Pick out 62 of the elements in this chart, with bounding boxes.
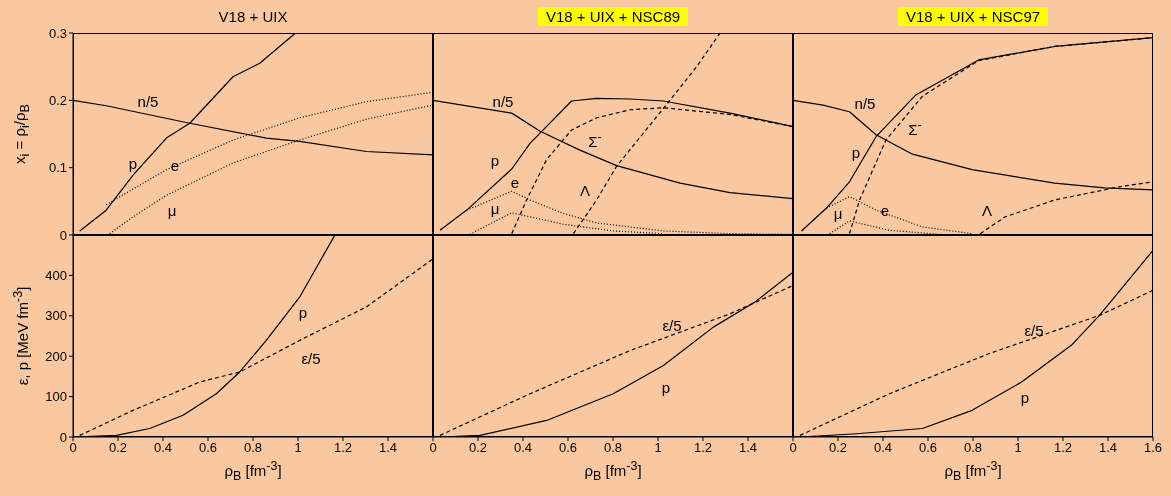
- series-label: p: [490, 151, 500, 169]
- y-tick-label: 200: [45, 348, 67, 364]
- series-label: p: [851, 143, 861, 161]
- y-tick-label: 0.1: [48, 160, 67, 176]
- x-tick-label: 1.4: [1098, 440, 1118, 456]
- series-label: Λ: [579, 181, 591, 199]
- y-tick-label: 0: [59, 429, 67, 445]
- series-label: ε/5: [1024, 321, 1044, 339]
- series-label: n/5: [137, 92, 159, 110]
- x-tick-label: 1.4: [738, 440, 758, 456]
- x-tick-label: 0.4: [513, 440, 533, 456]
- y-tick-label: 400: [45, 268, 67, 284]
- series-label: μ: [833, 204, 843, 222]
- x-tick-label: 0.6: [558, 440, 578, 456]
- x-tick-label: 0.2: [828, 440, 848, 456]
- x-axis-title: ρ$_{B}$ [fm$^{-3}$]: [223, 459, 283, 483]
- x-tick-label: 1.6: [1143, 440, 1163, 456]
- y-tick-label: 300: [45, 308, 67, 324]
- series-label: e: [170, 156, 180, 174]
- x-tick-label: 0.2: [108, 440, 128, 456]
- y-tick-label: 0.2: [48, 92, 67, 108]
- series-label: ε/5: [301, 349, 321, 367]
- series-label: p: [298, 303, 308, 321]
- x-tick-label: 1.4: [378, 440, 398, 456]
- x-tick-label: 0: [69, 440, 77, 456]
- y-tick-label: 100: [45, 389, 67, 405]
- chart-title: V18 + UIX: [217, 7, 289, 26]
- series-label: μ: [167, 201, 177, 219]
- x-tick-label: 0.6: [918, 440, 938, 456]
- series-label: Σ$^{-}$: [908, 118, 922, 138]
- x-axis-title: ρ$_{B}$ [fm$^{-3}$]: [583, 459, 643, 483]
- series-label: n/5: [492, 92, 514, 110]
- x-tick-label: 0.4: [153, 440, 173, 456]
- series-label: e: [510, 173, 520, 191]
- x-tick-label: 0.8: [603, 440, 623, 456]
- x-tick-label: 0.8: [243, 440, 263, 456]
- x-tick-label: 1: [1014, 440, 1022, 456]
- x-tick-label: 1: [654, 440, 662, 456]
- x-tick-label: 0.4: [873, 440, 893, 456]
- chart-title: V18 + UIX + NSC97: [897, 7, 1049, 26]
- chart-title: V18 + UIX + NSC89: [537, 7, 689, 26]
- x-tick-label: 0.2: [468, 440, 488, 456]
- x-tick-label: 0: [789, 440, 797, 456]
- x-tick-label: 0: [429, 440, 437, 456]
- x-tick-label: 1.2: [333, 440, 353, 456]
- y-tick-label: 0.3: [48, 25, 67, 41]
- series-label: p: [661, 378, 671, 396]
- y-tick-label: 0: [59, 227, 67, 243]
- x-tick-label: 1.2: [693, 440, 713, 456]
- x-tick-label: 0.6: [198, 440, 218, 456]
- series-label: Σ$^{-}$: [588, 130, 602, 150]
- x-axis-title: ρ$_{B}$ [fm$^{-3}$]: [943, 459, 1003, 483]
- series-label: μ: [490, 199, 500, 217]
- series-label: e: [880, 201, 890, 219]
- series-label: n/5: [854, 94, 876, 112]
- series-label: p: [128, 154, 138, 172]
- x-tick-label: 0.8: [963, 440, 983, 456]
- series-label: Λ: [981, 201, 993, 219]
- series-label: p: [1020, 388, 1030, 406]
- x-tick-label: 1: [294, 440, 302, 456]
- series-label: ε/5: [662, 316, 682, 334]
- x-tick-label: 1.2: [1053, 440, 1073, 456]
